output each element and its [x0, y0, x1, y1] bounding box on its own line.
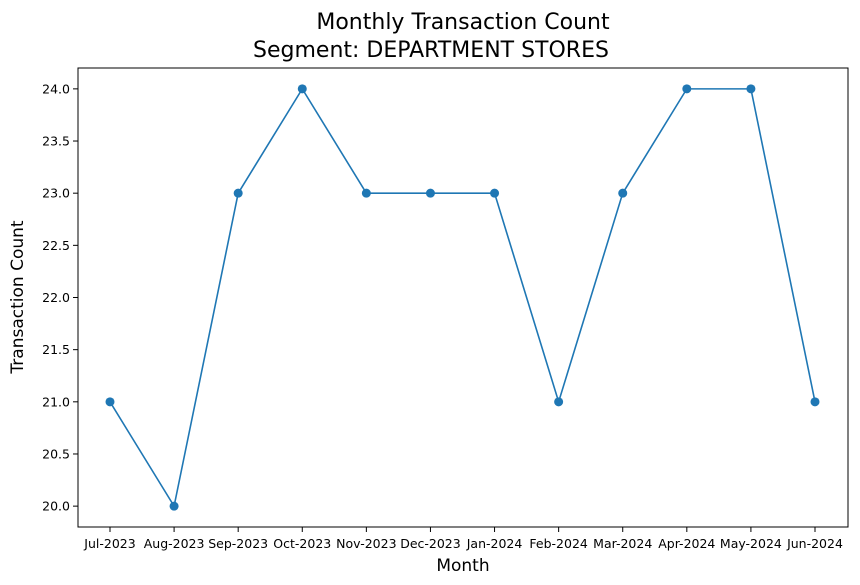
chart-title: Monthly Transaction Count [316, 10, 610, 35]
x-tick-label: Aug-2023 [144, 536, 205, 551]
data-point [554, 397, 564, 407]
series-line [109, 87, 816, 509]
y-tick-label: 20.0 [42, 499, 70, 514]
x-tick-label: May-2024 [720, 536, 782, 551]
data-point [490, 188, 500, 198]
x-tick-label: Apr-2024 [658, 536, 715, 551]
y-tick-label: 20.5 [42, 446, 70, 461]
y-tick-label: 21.5 [42, 342, 70, 357]
y-tick-label: 23.5 [42, 134, 70, 149]
data-point [746, 84, 756, 94]
y-axis-label: Transaction Count [8, 220, 28, 374]
x-axis-label: Month [436, 556, 489, 576]
data-point [810, 397, 820, 407]
x-tick-label: Nov-2023 [336, 536, 396, 551]
data-point [169, 501, 179, 511]
y-tick-label: 21.0 [42, 394, 70, 409]
x-tick-label: Jan-2024 [466, 536, 523, 551]
plot-area: 20.0 20.5 21.0 21.5 22.0 22.5 23.0 23.5 24.0 Jul-… [42, 67, 849, 551]
data-point [233, 188, 243, 198]
data-point [618, 188, 628, 198]
data-point [297, 84, 307, 94]
x-tick-label: Jun-2024 [786, 536, 843, 551]
data-point [361, 188, 371, 198]
x-tick-label: Mar-2024 [593, 536, 652, 551]
x-tick-label: Dec-2023 [400, 536, 461, 551]
data-point [682, 84, 692, 94]
data-point [105, 397, 115, 407]
plot-frame [77, 67, 849, 528]
y-tick-label: 23.0 [42, 186, 70, 201]
x-tick-label: Oct-2023 [273, 536, 331, 551]
chart-subtitle: Segment: DEPARTMENT STORES [253, 38, 609, 63]
x-tick-label: Sep-2023 [208, 536, 268, 551]
y-tick-label: 22.0 [42, 290, 70, 305]
x-tick-label: Feb-2024 [529, 536, 588, 551]
x-tick-label: Jul-2023 [83, 536, 135, 551]
data-point [425, 188, 435, 198]
y-tick-label: 24.0 [42, 81, 70, 96]
y-tick-label: 22.5 [42, 238, 70, 253]
